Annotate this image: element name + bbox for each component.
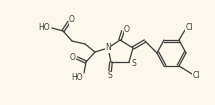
- Text: Cl: Cl: [192, 72, 200, 81]
- Text: O: O: [70, 52, 76, 62]
- Text: O: O: [124, 26, 130, 35]
- Text: S: S: [132, 60, 137, 68]
- Text: O: O: [69, 16, 75, 24]
- Text: N: N: [105, 43, 111, 52]
- Text: HO: HO: [38, 24, 50, 33]
- Text: S: S: [108, 72, 112, 81]
- Text: HO: HO: [71, 72, 83, 81]
- Text: Cl: Cl: [185, 24, 193, 33]
